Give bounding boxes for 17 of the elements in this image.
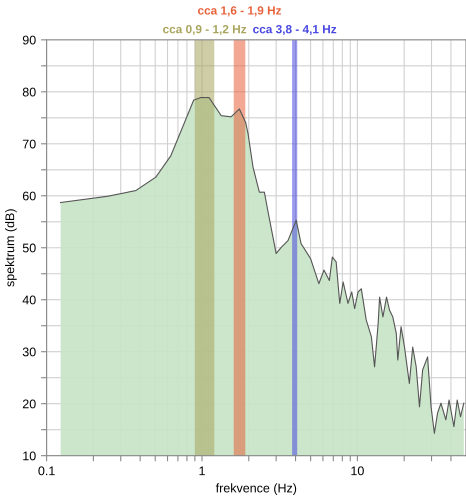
- y-tick-label: 70: [22, 140, 36, 148]
- x-axis-title: frekvence (Hz): [216, 483, 296, 495]
- y-tick-label: 40: [22, 296, 36, 304]
- y-tick-label: 90: [22, 36, 36, 44]
- x-tick-label: 0.1: [38, 466, 55, 476]
- y-tick-label: 80: [22, 88, 36, 96]
- band-label: cca 0,9 - 1,2 Hz: [163, 24, 246, 36]
- y-axis-title: spektrum (dB): [5, 209, 17, 287]
- y-tick-label: 50: [22, 244, 36, 252]
- y-tick-label: 20: [22, 399, 36, 408]
- band-label: cca 3,8 - 4,1 Hz: [253, 24, 336, 36]
- y-tick-label: 30: [22, 348, 36, 356]
- band-label: cca 1,6 - 1,9 Hz: [198, 6, 282, 16]
- y-tick-label: 10: [23, 451, 36, 460]
- x-tick-label: 1: [199, 466, 205, 476]
- x-tick-label: 10: [351, 466, 364, 476]
- y-tick-label: 60: [22, 192, 36, 200]
